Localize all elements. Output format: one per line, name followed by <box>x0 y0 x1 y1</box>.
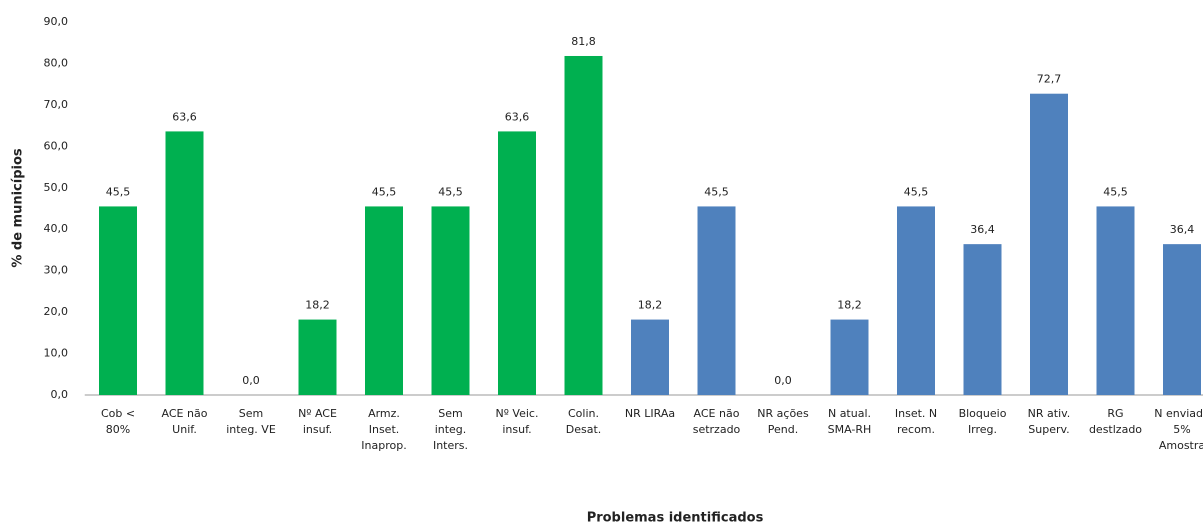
x-tick-label: NR ativ. Superv. <box>1028 407 1071 436</box>
x-tick-label: Nº ACE insuf. <box>298 407 337 436</box>
value-label: 63,6 <box>505 110 530 123</box>
bar <box>564 55 603 396</box>
y-tick-label: 90,0 <box>44 15 69 28</box>
value-label: 18,2 <box>638 299 663 312</box>
x-tick-label: Colin. Desat. <box>566 407 602 436</box>
bar <box>1096 206 1135 395</box>
value-label: 18,2 <box>837 299 862 312</box>
value-label: 0,0 <box>774 374 792 387</box>
y-tick-label: 20,0 <box>44 305 69 318</box>
bar <box>631 319 669 395</box>
y-tick-label: 10,0 <box>44 347 69 360</box>
x-tick-label: N enviado5%Amostra <box>1154 407 1203 452</box>
x-tick-label: Armz. Inset. Inaprop. <box>361 407 406 452</box>
value-label: 45,5 <box>704 185 729 198</box>
value-label: 45,5 <box>438 185 463 198</box>
bar <box>963 244 1002 395</box>
x-tick-label: N atual. SMA-RH <box>828 407 872 436</box>
bar <box>1163 244 1201 395</box>
x-tick-label: Sem integ. VE <box>226 407 276 436</box>
bar <box>1030 93 1068 396</box>
value-label: 72,7 <box>1037 73 1062 86</box>
bar <box>897 206 935 395</box>
bar <box>697 206 736 395</box>
value-label: 81,8 <box>571 35 596 48</box>
bar <box>298 319 337 395</box>
x-axis-title: Problemas identificados <box>587 511 764 526</box>
y-tick-label: 50,0 <box>44 181 69 194</box>
value-label: 18,2 <box>305 299 330 312</box>
value-label: 45,5 <box>106 185 131 198</box>
x-tick-label: ACE não Unif. <box>162 407 208 436</box>
y-tick-label: 70,0 <box>44 98 69 111</box>
value-label: 45,5 <box>904 185 929 198</box>
y-tick-label: 60,0 <box>44 139 69 152</box>
bar <box>830 319 869 395</box>
value-label: 36,4 <box>970 223 995 236</box>
bar <box>431 206 470 395</box>
value-label: 45,5 <box>1103 185 1128 198</box>
y-tick-label: 30,0 <box>44 264 69 277</box>
x-tick-label: NR LIRAa <box>625 407 675 420</box>
bar <box>165 131 204 395</box>
y-tick-label: 0,0 <box>51 388 69 401</box>
value-label: 63,6 <box>172 110 197 123</box>
x-tick-label: ACE não setrzado <box>693 407 741 436</box>
bar <box>99 206 137 395</box>
value-label: 36,4 <box>1170 223 1195 236</box>
x-tick-label: NR ações Pend. <box>757 407 809 436</box>
bar <box>498 131 536 395</box>
y-axis-title: % de municípios <box>11 148 26 268</box>
value-label: 45,5 <box>372 185 397 198</box>
x-tick-label: RG destlzado <box>1089 407 1142 436</box>
x-tick-label: Sem integ. Inters. <box>433 407 468 452</box>
x-tick-label: Cob <80% <box>101 407 135 436</box>
x-tick-label: Bloqueio Irreg. <box>959 407 1007 436</box>
y-tick-label: 80,0 <box>44 56 69 69</box>
value-label: 0,0 <box>242 374 260 387</box>
y-tick-label: 40,0 <box>44 222 69 235</box>
x-tick-label: Nº Veic. insuf. <box>496 407 539 436</box>
bar <box>365 206 403 395</box>
